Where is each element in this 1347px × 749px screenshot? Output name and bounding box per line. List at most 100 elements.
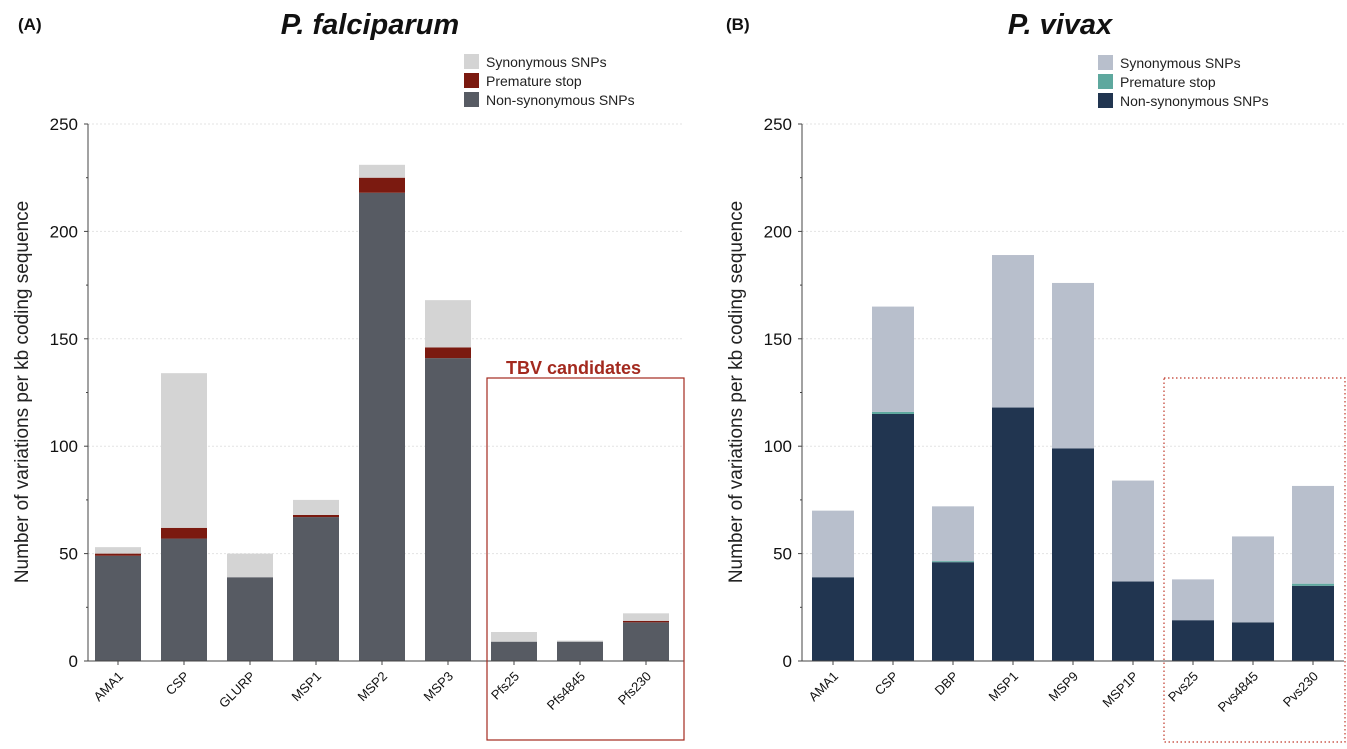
bar-segment xyxy=(992,407,1034,661)
bar-segment xyxy=(161,527,207,539)
y-tick-label: 100 xyxy=(50,437,78,456)
bar-segment xyxy=(227,577,273,661)
x-tick-label: MSP3 xyxy=(420,669,456,705)
bar-segment xyxy=(872,306,914,412)
y-tick-label: 250 xyxy=(764,115,792,134)
bar-segment xyxy=(932,562,974,661)
legend-swatch xyxy=(1098,93,1113,108)
bar-segment xyxy=(623,622,669,661)
x-tick-label: Pfs230 xyxy=(615,669,654,708)
bar-segment xyxy=(1112,480,1154,582)
bar-segment xyxy=(359,164,405,178)
y-tick-label: 200 xyxy=(50,222,78,241)
x-tick-label: Pvs230 xyxy=(1280,669,1321,710)
legend-swatch xyxy=(464,92,479,107)
legend-label: Premature stop xyxy=(1120,74,1216,90)
bar-segment xyxy=(95,555,141,661)
y-tick-label: 50 xyxy=(59,545,78,564)
bar-segment xyxy=(227,553,273,578)
bar-segment xyxy=(1232,536,1274,623)
panel-b-bars xyxy=(812,255,1334,661)
bar-segment xyxy=(425,347,471,359)
bar-segment xyxy=(812,510,854,578)
y-tick-label: 100 xyxy=(764,437,792,456)
bar-segment xyxy=(1232,622,1274,661)
bar-segment xyxy=(557,640,603,642)
bar-segment xyxy=(1292,485,1334,584)
panel-a-title: P. falciparum xyxy=(281,9,459,41)
legend-label: Non-synonymous SNPs xyxy=(486,92,635,108)
x-tick-label: MSP1P xyxy=(1099,669,1141,711)
y-tick-label: 0 xyxy=(69,652,78,671)
panel-a-y-axis-label: Number of variations per kb coding seque… xyxy=(12,201,33,583)
x-tick-label: MSP2 xyxy=(354,669,390,705)
x-tick-label: Pfs25 xyxy=(488,669,522,703)
y-tick-label: 250 xyxy=(50,115,78,134)
y-tick-label: 150 xyxy=(50,330,78,349)
bar-segment xyxy=(161,373,207,528)
legend-label: Non-synonymous SNPs xyxy=(1120,93,1269,109)
x-tick-label: GLURP xyxy=(216,669,258,711)
bar-segment xyxy=(1052,282,1094,449)
bar-segment xyxy=(95,553,141,556)
bar-segment xyxy=(623,620,669,623)
panel-b-highlight-box xyxy=(1163,377,1346,743)
x-tick-label: CSP xyxy=(872,669,902,699)
bar-segment xyxy=(293,517,339,661)
panel-a: (A) P. falciparum Number of variations p… xyxy=(12,9,685,741)
panel-a-legend: Synonymous SNPs Premature stop Non-synonym… xyxy=(464,54,635,108)
bar-segment xyxy=(425,300,471,348)
x-tick-label: AMA1 xyxy=(90,669,126,705)
x-tick-label: Pvs25 xyxy=(1165,669,1201,705)
bar-segment xyxy=(1292,583,1334,586)
panel-a-highlight-box xyxy=(486,377,685,741)
y-tick-label: 0 xyxy=(783,652,792,671)
legend-swatch xyxy=(464,73,479,88)
panel-b-y-axis-label: Number of variations per kb coding seque… xyxy=(726,201,747,583)
bar-segment xyxy=(932,561,974,563)
bar-segment xyxy=(491,641,537,661)
bar-segment xyxy=(359,177,405,193)
bar-segment xyxy=(1292,585,1334,661)
bar-segment xyxy=(1172,579,1214,621)
x-tick-label: Pvs4845 xyxy=(1215,669,1261,715)
legend-swatch xyxy=(1098,74,1113,89)
bar-segment xyxy=(872,411,914,414)
panel-a-highlight-label: TBV candidates xyxy=(506,358,641,378)
legend-label: Synonymous SNPs xyxy=(486,54,607,70)
x-tick-label: MSP1 xyxy=(288,669,324,705)
bar-segment xyxy=(623,613,669,621)
bar-segment xyxy=(491,632,537,642)
bar-segment xyxy=(95,547,141,554)
bar-segment xyxy=(1052,448,1094,661)
bar-segment xyxy=(161,538,207,661)
x-tick-label: MSP1 xyxy=(985,669,1021,705)
legend-label: Synonymous SNPs xyxy=(1120,55,1241,71)
y-tick-label: 200 xyxy=(764,222,792,241)
legend-label: Premature stop xyxy=(486,73,582,89)
x-tick-label: DBP xyxy=(932,669,962,699)
x-tick-label: MSP9 xyxy=(1045,669,1081,705)
bar-segment xyxy=(557,641,603,661)
bar-segment xyxy=(872,413,914,661)
bar-segment xyxy=(812,577,854,661)
bar-segment xyxy=(359,192,405,661)
x-tick-label: CSP xyxy=(163,669,193,699)
x-tick-label: AMA1 xyxy=(805,669,841,705)
panel-b-title: P. vivax xyxy=(1008,9,1114,41)
panel-a-bars xyxy=(95,164,669,661)
legend-swatch xyxy=(464,54,479,69)
panel-b-label: (B) xyxy=(726,15,750,34)
panel-a-label: (A) xyxy=(18,15,42,34)
panel-b-legend: Synonymous SNPs Premature stop Non-synonym… xyxy=(1098,55,1269,109)
panel-b: (B) P. vivax Number of variations per kb… xyxy=(726,9,1346,743)
bar-segment xyxy=(932,506,974,562)
bar-segment xyxy=(1112,581,1154,661)
y-tick-label: 150 xyxy=(764,330,792,349)
legend-swatch xyxy=(1098,55,1113,70)
bar-segment xyxy=(992,255,1034,408)
bar-segment xyxy=(293,514,339,518)
bar-segment xyxy=(293,499,339,515)
